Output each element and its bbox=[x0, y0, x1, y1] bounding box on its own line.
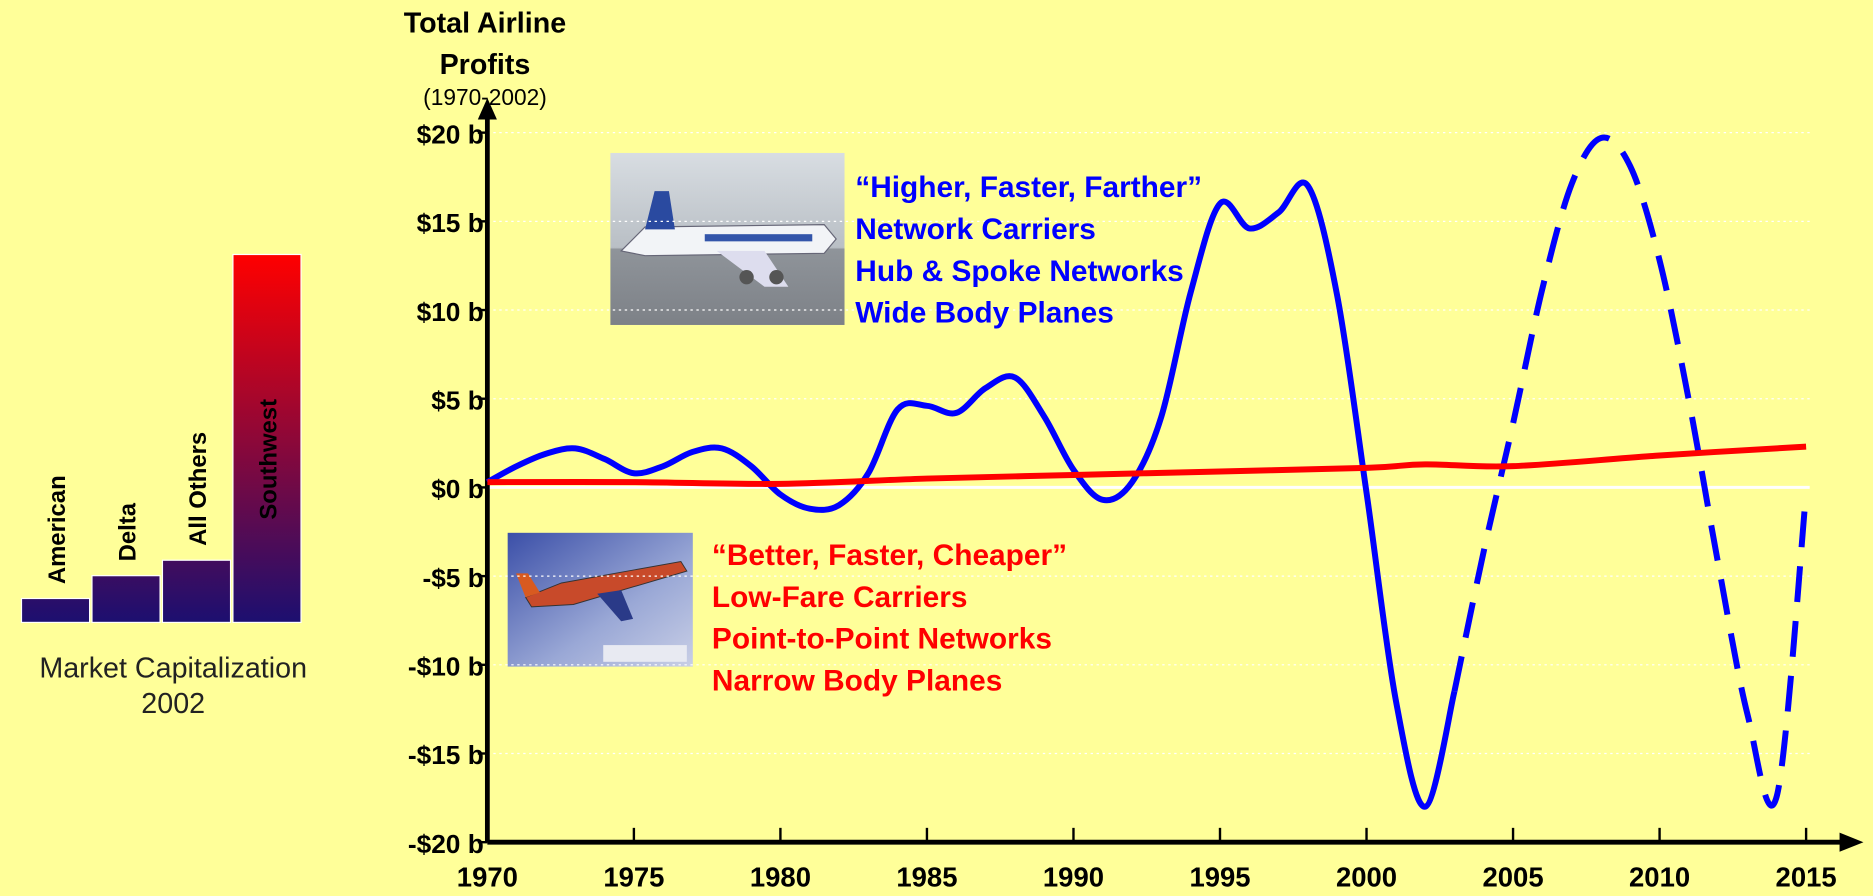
annotation: Wide Body Planes bbox=[855, 297, 1114, 330]
annotation: Narrow Body Planes bbox=[712, 664, 1002, 697]
bar-title: Market Capitalization 2002 bbox=[39, 652, 308, 721]
y-tick-label: $10 b bbox=[417, 297, 484, 327]
annotation: Network Carriers bbox=[855, 213, 1096, 246]
y-tick-label: $15 b bbox=[417, 208, 484, 238]
x-tick-label: 1985 bbox=[896, 861, 957, 892]
y-tick-label: -$5 b bbox=[422, 563, 483, 593]
y-tick-label: $0 b bbox=[431, 474, 484, 504]
y-tick-label: -$10 b bbox=[408, 652, 484, 682]
y-tick-label: $20 b bbox=[417, 119, 484, 149]
y-axis-arrow bbox=[477, 98, 497, 120]
bar bbox=[232, 253, 302, 623]
bar-label: All Others bbox=[185, 432, 212, 546]
x-tick-label: 1970 bbox=[457, 861, 518, 892]
x-tick-label: 1995 bbox=[1189, 861, 1250, 892]
bar bbox=[20, 597, 91, 623]
x-tick-label: 2010 bbox=[1629, 861, 1690, 892]
x-tick-label: 1975 bbox=[603, 861, 664, 892]
annotation: “Higher, Faster, Farther” bbox=[855, 171, 1202, 204]
x-tick-label: 2015 bbox=[1776, 861, 1837, 892]
series-line bbox=[485, 179, 1458, 810]
y-tick-label: $5 b bbox=[431, 385, 484, 415]
x-tick-label: 2005 bbox=[1482, 861, 1543, 892]
bar bbox=[91, 575, 161, 623]
bar-label: Delta bbox=[115, 502, 142, 561]
bar bbox=[161, 559, 232, 623]
bar-label: Southwest bbox=[256, 399, 283, 520]
x-tick-label: 1990 bbox=[1043, 861, 1104, 892]
x-tick-label: 2000 bbox=[1336, 861, 1397, 892]
x-tick-label: 1980 bbox=[750, 861, 811, 892]
photo-jumbo bbox=[610, 152, 845, 325]
annotation: Hub & Spoke Networks bbox=[855, 255, 1184, 288]
y-tick-label: -$15 b bbox=[408, 740, 484, 770]
y-tick-label: -$20 b bbox=[408, 829, 484, 859]
x-axis-arrow bbox=[1839, 832, 1864, 852]
series-line bbox=[1451, 134, 1810, 809]
line-title: Total Airline Profits bbox=[403, 7, 567, 82]
bar-label: American bbox=[44, 475, 71, 584]
series-line bbox=[487, 443, 1807, 487]
annotation: Low-Fare Carriers bbox=[712, 581, 968, 614]
annotation: “Better, Faster, Cheaper” bbox=[712, 539, 1067, 572]
photo-737 bbox=[507, 532, 693, 667]
annotation: Point-to-Point Networks bbox=[712, 623, 1052, 656]
bar-title-box: Market Capitalization 2002 bbox=[39, 652, 308, 721]
